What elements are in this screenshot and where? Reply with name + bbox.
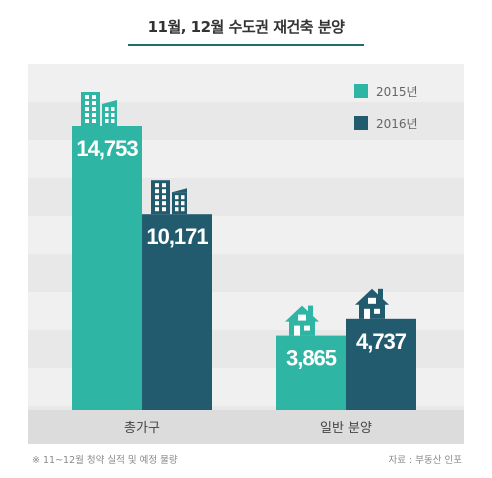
apartment-building-icon [151,180,187,215]
bar [276,335,346,410]
legend-label: 2015년 [376,85,418,99]
category-label: 일반 분양 [320,421,372,436]
bar-value-label: 4,737 [356,329,407,354]
legend-swatch [354,116,368,130]
apartment-building-icon [81,92,117,126]
bar [142,214,212,410]
chart-title: 11월, 12월 수도권 재건축 분양 [147,18,345,36]
title-underline [128,44,364,46]
house-icon [285,305,319,336]
category-label: 총가구 [124,421,160,436]
bar-value-label: 3,865 [286,346,337,371]
bar-value-label: 14,753 [76,136,138,161]
source-note: 자료 : 부동산 인포 [388,455,462,466]
bar [72,126,142,410]
legend-label: 2016년 [376,117,418,131]
legend-swatch [354,84,368,98]
category-axis-strip [28,410,464,444]
house-icon [355,288,389,319]
bar [346,318,416,410]
grid-band [28,406,464,410]
footnote: ※ 11~12월 청약 실적 및 예정 물량 [32,455,178,466]
bar-value-label: 10,171 [146,224,208,249]
